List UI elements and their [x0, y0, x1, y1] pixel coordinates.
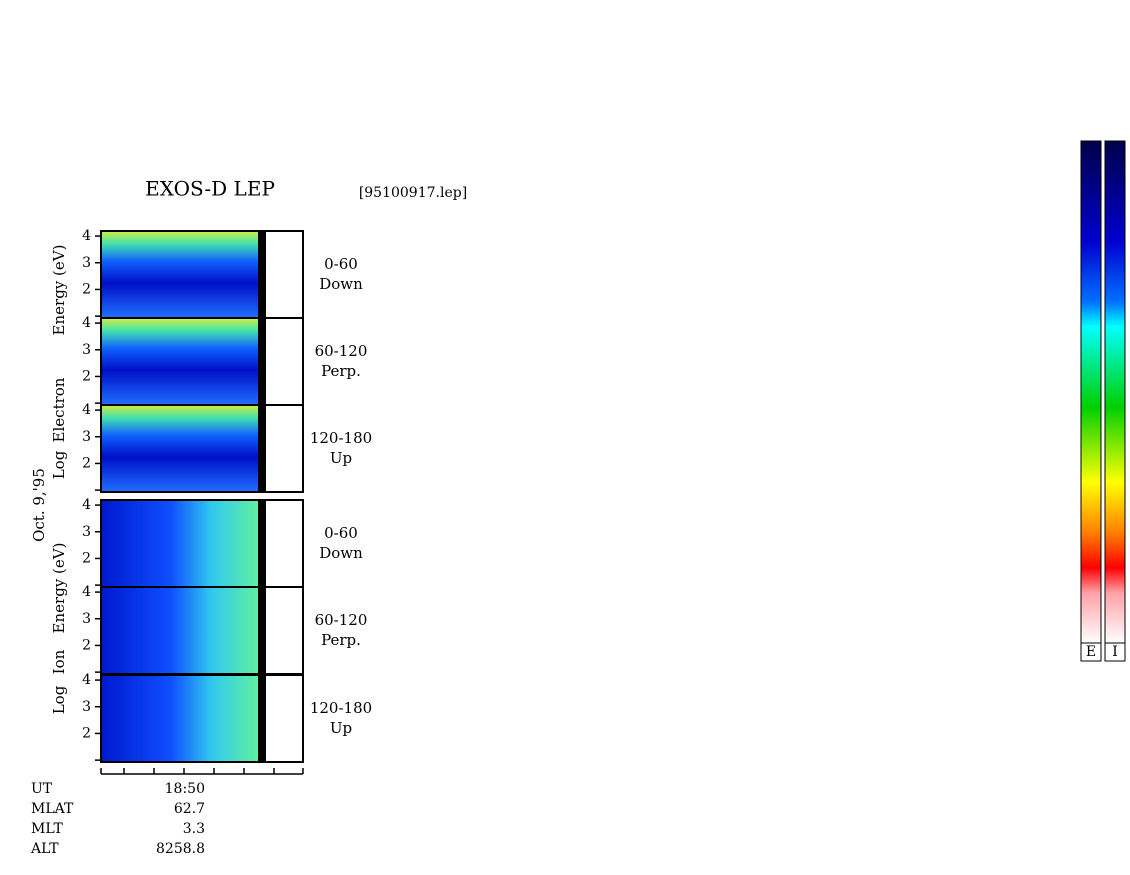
footer-label: MLT: [31, 821, 63, 837]
colorbar-label: I: [1112, 644, 1118, 660]
data-gap: [258, 318, 266, 405]
y-tick-label: 4: [82, 672, 91, 688]
data-gap: [258, 675, 266, 762]
footer-value: 8258.8: [156, 841, 205, 857]
direction: Perp.: [321, 631, 361, 649]
y-axis-label: Energy (eV): [50, 245, 68, 336]
y-tick-label: 3: [82, 342, 91, 358]
y-tick-label: 2: [82, 368, 91, 384]
y-tick-label: 3: [82, 255, 91, 271]
panel-frame: [100, 404, 304, 493]
data-gap: [258, 500, 266, 587]
spectrogram: [101, 500, 258, 587]
direction: Down: [319, 544, 363, 562]
data-gap: [258, 405, 266, 492]
y-tick-label: 4: [82, 228, 91, 244]
y-axis-label: Ion: [50, 649, 68, 674]
spectrogram: [101, 318, 258, 405]
direction: Up: [330, 719, 352, 737]
colorbar-label: E: [1086, 644, 1096, 660]
y-axis-label: Electron: [50, 377, 68, 442]
chart-title: EXOS-D LEP: [145, 177, 275, 201]
pitch-angle: 120-180: [310, 699, 372, 717]
colorbar-label-box: [1104, 642, 1126, 662]
spectrogram: [101, 587, 258, 674]
y-tick-label: 4: [82, 584, 91, 600]
y-axis-label: Log: [50, 685, 68, 714]
y-tick-label: 3: [82, 524, 91, 540]
pitch-angle: 60-120: [315, 611, 368, 629]
y-tick-label: 2: [82, 637, 91, 653]
colorbar: [1104, 140, 1126, 644]
y-tick-label: 3: [82, 429, 91, 445]
footer-value: 18:50: [165, 781, 205, 797]
pitch-angle: 0-60: [324, 255, 358, 273]
spectrogram: [101, 231, 258, 318]
date-label: Oct. 9,'95: [30, 468, 48, 542]
y-tick-label: 2: [82, 455, 91, 471]
footer-label: UT: [31, 781, 53, 797]
pitch-angle: 60-120: [315, 342, 368, 360]
direction: Down: [319, 275, 363, 293]
colorbar-label-box: [1080, 642, 1102, 662]
y-tick-label: 3: [82, 699, 91, 715]
panel-frame: [100, 674, 304, 763]
footer-label: ALT: [30, 841, 59, 857]
footer-value: 3.3: [183, 821, 205, 837]
y-tick-label: 2: [82, 725, 91, 741]
direction: Up: [330, 449, 352, 467]
spectrogram: [101, 675, 258, 762]
data-gap: [258, 231, 266, 318]
y-tick-label: 2: [82, 550, 91, 566]
y-tick-label: 4: [82, 497, 91, 513]
colorbar: [1080, 140, 1102, 644]
footer-value: 62.7: [174, 801, 205, 817]
y-axis-label: Log: [50, 450, 68, 479]
direction: Perp.: [321, 362, 361, 380]
pitch-angle: 120-180: [310, 429, 372, 447]
y-tick-label: 4: [82, 402, 91, 418]
pitch-angle: 0-60: [324, 524, 358, 542]
y-tick-label: 4: [82, 315, 91, 331]
y-tick-label: 2: [82, 281, 91, 297]
y-axis-label: Energy (eV): [50, 543, 68, 634]
footer-label: MLAT: [31, 801, 74, 817]
spectrogram: [101, 405, 258, 492]
y-tick-label: 3: [82, 611, 91, 627]
data-gap: [258, 587, 266, 674]
file-name: [95100917.lep]: [359, 185, 467, 201]
